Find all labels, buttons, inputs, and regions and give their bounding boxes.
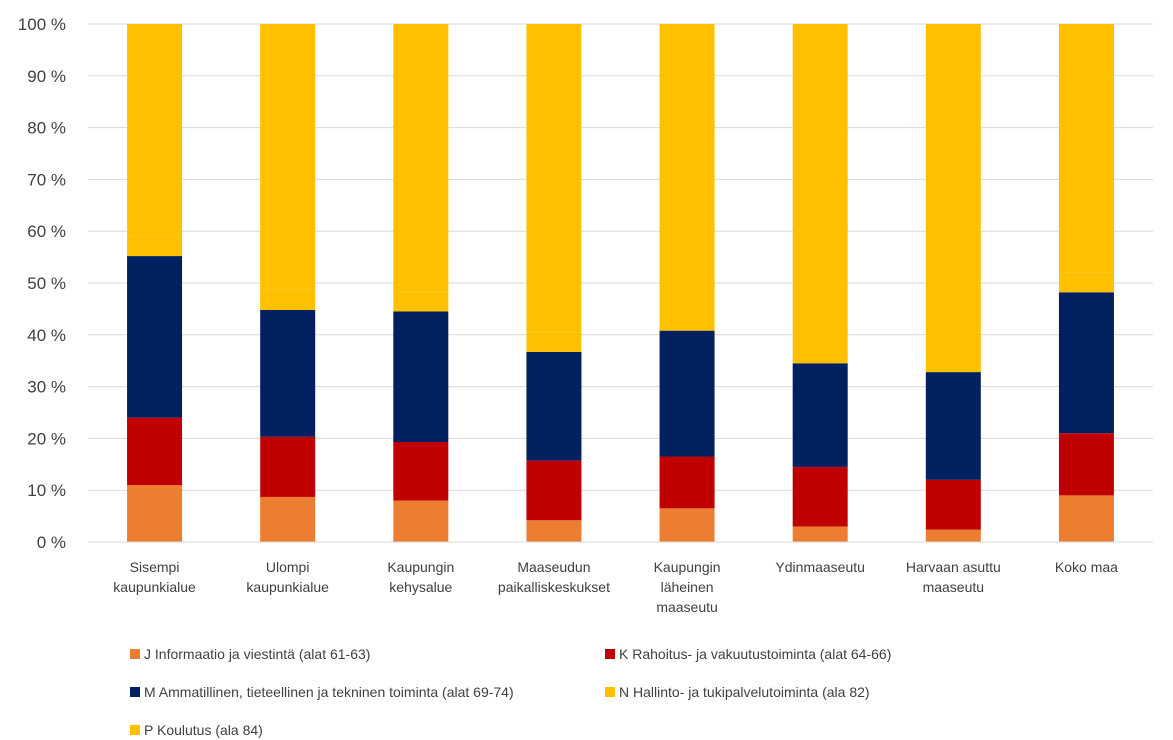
bar-segment — [127, 256, 183, 418]
bar-segment — [659, 312, 715, 331]
x-category-label: Koko maa — [1055, 559, 1118, 575]
bar-segment — [792, 526, 848, 542]
bar-segment — [1058, 272, 1114, 293]
y-tick-label: 30 % — [27, 378, 66, 397]
legend-swatch — [130, 649, 140, 659]
bar-segment — [1058, 495, 1114, 542]
y-tick-label: 100 % — [18, 15, 66, 34]
x-category-label: Harvaan asuttu maaseutu — [906, 559, 1001, 595]
legend-swatch — [605, 649, 615, 659]
x-category-label: Sisempi kaupunkialue — [113, 559, 196, 595]
x-axis-category-labels: Sisempi kaupunkialue Ulompi kaupunkialue Kau… — [113, 559, 1118, 615]
gridlines — [88, 23, 1153, 491]
x-category-label: Ydinmaaseutu — [775, 559, 865, 575]
x-category-label: Kaupungin läheinen maaseutu — [654, 559, 721, 615]
bar-segment — [393, 500, 449, 542]
y-tick-label: 60 % — [27, 222, 66, 241]
bar-segment — [127, 485, 183, 542]
bar-segment — [260, 24, 316, 290]
bar-segment — [526, 351, 582, 461]
bar-segment — [792, 24, 848, 353]
bar-segment — [393, 291, 449, 312]
bar-segment — [127, 417, 183, 486]
bar-segment — [659, 456, 715, 509]
y-tick-label: 90 % — [27, 67, 66, 86]
bar-segment — [792, 466, 848, 527]
bar-segment — [925, 529, 981, 542]
y-tick-label: 0 % — [37, 533, 66, 552]
legend-label: P Koulutus (ala 84) — [144, 722, 263, 738]
bar-segment — [925, 24, 981, 356]
x-category-label: Maaseudun paikalliskeskukset — [498, 559, 610, 595]
bar-stack — [393, 24, 449, 542]
bar-segment — [393, 24, 449, 292]
bar-segment — [393, 442, 449, 501]
y-axis-tick-labels: 0 % 10 % 20 % 30 % 40 % 50 % 60 % 70 % 80 % 90 % 1… — [18, 15, 66, 552]
bars — [127, 24, 1114, 542]
bar-segment — [1058, 292, 1114, 434]
legend-label: M Ammatillinen, tieteellinen ja tekninen… — [144, 684, 514, 700]
bar-segment — [925, 372, 981, 480]
bar-segment — [1058, 24, 1114, 273]
y-tick-label: 40 % — [27, 326, 66, 345]
bar-segment — [526, 24, 582, 333]
bar-segment — [925, 355, 981, 373]
bar-segment — [792, 363, 848, 467]
bar-segment — [1058, 433, 1114, 496]
bar-stack — [127, 24, 183, 542]
bar-segment — [127, 24, 183, 236]
legend-swatch — [605, 687, 615, 697]
legend-item: K Rahoitus- ja vakuutustoiminta (alat 64… — [605, 646, 891, 662]
bar-stack — [659, 24, 715, 542]
bar-segment — [393, 311, 449, 443]
y-tick-label: 20 % — [27, 429, 66, 448]
legend-swatch — [130, 687, 140, 697]
stacked-bar-chart: 0 % 10 % 20 % 30 % 40 % 50 % 60 % 70 % 80 % 90 % 1… — [18, 15, 1153, 615]
bar-stack — [925, 24, 981, 542]
bar-segment — [925, 479, 981, 530]
y-tick-label: 10 % — [27, 481, 66, 500]
bar-segment — [526, 332, 582, 352]
legend-item: M Ammatillinen, tieteellinen ja tekninen… — [130, 684, 514, 700]
bar-segment — [526, 520, 582, 542]
bar-segment — [260, 309, 316, 437]
legend-item: J Informaatio ja viestintä (alat 61-63) — [130, 646, 370, 662]
x-category-label: Kaupungin kehysalue — [387, 559, 454, 595]
x-category-label: Ulompi kaupunkialue — [246, 559, 329, 595]
legend-swatch — [130, 725, 140, 735]
y-tick-label: 50 % — [27, 274, 66, 293]
legend-label: K Rahoitus- ja vakuutustoiminta (alat 64… — [619, 646, 892, 662]
bar-segment — [260, 436, 316, 497]
bar-stack — [260, 24, 316, 542]
bar-segment — [792, 352, 848, 364]
bar-segment — [659, 330, 715, 457]
bar-segment — [260, 289, 316, 310]
bar-stack — [526, 24, 582, 542]
legend-label: J Informaatio ja viestintä (alat 61-63) — [144, 646, 371, 662]
bar-stack — [792, 24, 848, 542]
bar-segment — [659, 508, 715, 542]
bar-stack — [1058, 24, 1114, 542]
bar-segment — [659, 24, 715, 313]
bar-segment — [127, 235, 183, 257]
bar-segment — [260, 496, 316, 542]
legend-item: P Koulutus (ala 84) — [130, 722, 263, 738]
y-tick-label: 80 % — [27, 119, 66, 138]
y-tick-label: 70 % — [27, 170, 66, 189]
legend-label: N Hallinto- ja tukipalvelutoiminta (ala … — [619, 684, 870, 700]
bar-segment — [526, 460, 582, 521]
legend-item: N Hallinto- ja tukipalvelutoiminta (ala … — [605, 684, 870, 700]
